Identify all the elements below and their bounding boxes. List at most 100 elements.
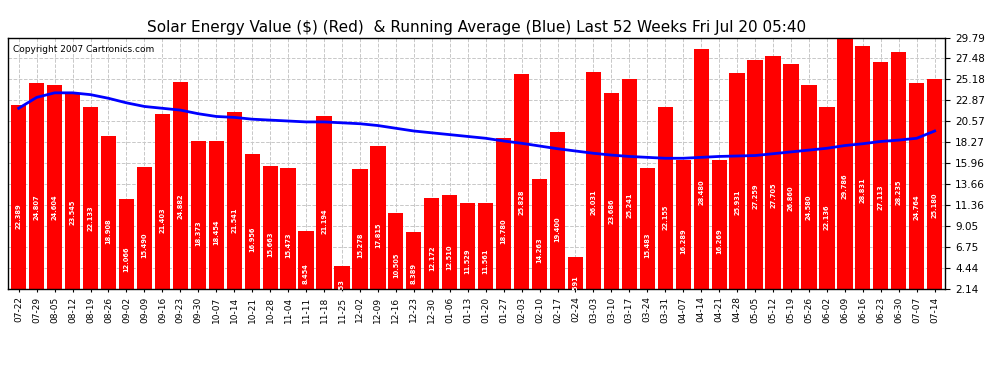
Bar [335, 266, 349, 308]
Text: 15.473: 15.473 [285, 232, 291, 258]
Bar [568, 257, 583, 308]
Bar [298, 231, 314, 308]
Bar [191, 141, 206, 308]
Text: 12.172: 12.172 [429, 246, 435, 271]
Text: 11.561: 11.561 [483, 248, 489, 274]
Text: 27.113: 27.113 [878, 184, 884, 210]
Bar [855, 46, 870, 308]
Bar [443, 195, 457, 308]
Bar [83, 107, 98, 308]
Text: 5.591: 5.591 [572, 275, 578, 296]
Bar [460, 203, 475, 308]
Text: 24.882: 24.882 [177, 194, 183, 219]
Text: 24.764: 24.764 [914, 194, 920, 220]
Title: Solar Energy Value ($) (Red)  & Running Average (Blue) Last 52 Weeks Fri Jul 20 : Solar Energy Value ($) (Red) & Running A… [148, 20, 806, 35]
Text: 22.133: 22.133 [87, 205, 93, 231]
Bar [873, 62, 888, 308]
Bar [586, 72, 601, 308]
Text: 24.604: 24.604 [51, 195, 57, 220]
Bar [280, 168, 296, 308]
Bar [424, 198, 440, 308]
Bar [532, 178, 547, 308]
Bar [927, 80, 942, 308]
Bar [227, 112, 242, 308]
Text: 10.505: 10.505 [393, 252, 399, 278]
Text: 24.580: 24.580 [806, 195, 812, 220]
Text: 15.278: 15.278 [357, 233, 363, 258]
Bar [622, 79, 637, 308]
Bar [47, 85, 62, 308]
Text: 17.815: 17.815 [375, 223, 381, 248]
Bar [765, 57, 781, 308]
Bar [909, 83, 925, 308]
Bar [604, 93, 619, 308]
Text: 29.786: 29.786 [842, 174, 847, 199]
Text: 15.490: 15.490 [142, 232, 148, 258]
Text: 12.510: 12.510 [446, 244, 452, 270]
Bar [317, 116, 332, 308]
Text: 23.686: 23.686 [609, 198, 615, 224]
Bar [801, 85, 817, 308]
Bar [406, 232, 422, 308]
Bar [209, 141, 224, 308]
Bar [352, 170, 367, 308]
Bar [172, 82, 188, 308]
Text: 21.194: 21.194 [321, 209, 327, 234]
Text: 25.931: 25.931 [735, 189, 741, 215]
Text: 15.663: 15.663 [267, 231, 273, 257]
Text: 26.031: 26.031 [590, 189, 596, 214]
Text: 26.860: 26.860 [788, 186, 794, 211]
Text: 25.828: 25.828 [519, 190, 525, 215]
Bar [262, 166, 278, 308]
Text: 18.373: 18.373 [195, 220, 201, 246]
Text: 25.241: 25.241 [627, 192, 633, 218]
Text: 27.705: 27.705 [770, 182, 776, 208]
Text: 8.454: 8.454 [303, 263, 309, 284]
Bar [783, 64, 799, 308]
Bar [370, 146, 385, 308]
Bar [101, 136, 116, 308]
Text: 21.403: 21.403 [159, 208, 165, 234]
Bar [388, 213, 404, 308]
Text: 21.541: 21.541 [232, 207, 238, 233]
Text: 16.289: 16.289 [680, 229, 686, 254]
Bar [119, 198, 134, 308]
Text: 22.136: 22.136 [824, 205, 830, 231]
Text: Copyright 2007 Cartronics.com: Copyright 2007 Cartronics.com [13, 45, 153, 54]
Text: 16.269: 16.269 [716, 229, 722, 255]
Bar [820, 107, 835, 308]
Bar [712, 160, 727, 308]
Bar [478, 203, 493, 308]
Text: 28.480: 28.480 [698, 179, 704, 204]
Bar [891, 52, 907, 308]
Bar [838, 38, 852, 308]
Text: 22.389: 22.389 [16, 204, 22, 230]
Text: 16.956: 16.956 [249, 226, 255, 252]
Text: 25.180: 25.180 [932, 192, 938, 218]
Text: 24.807: 24.807 [34, 194, 40, 220]
Bar [11, 105, 27, 308]
Text: 28.235: 28.235 [896, 180, 902, 206]
Text: 18.780: 18.780 [501, 219, 507, 244]
Text: 19.400: 19.400 [554, 216, 560, 242]
Bar [747, 60, 762, 308]
Text: 8.389: 8.389 [411, 263, 417, 284]
Text: 12.066: 12.066 [124, 246, 130, 272]
Text: 22.155: 22.155 [662, 205, 668, 230]
Bar [730, 73, 744, 308]
Text: 4.653: 4.653 [339, 279, 345, 300]
Text: 28.831: 28.831 [860, 177, 866, 203]
Text: 27.259: 27.259 [752, 184, 758, 210]
Bar [514, 74, 530, 308]
Text: 23.545: 23.545 [69, 199, 75, 225]
Text: 14.263: 14.263 [537, 237, 543, 262]
Bar [675, 160, 691, 308]
Bar [694, 50, 709, 308]
Bar [137, 168, 152, 308]
Text: 15.483: 15.483 [644, 232, 650, 258]
Bar [245, 154, 259, 308]
Bar [29, 83, 45, 308]
Bar [65, 94, 80, 308]
Text: 18.908: 18.908 [106, 218, 112, 244]
Bar [154, 114, 170, 308]
